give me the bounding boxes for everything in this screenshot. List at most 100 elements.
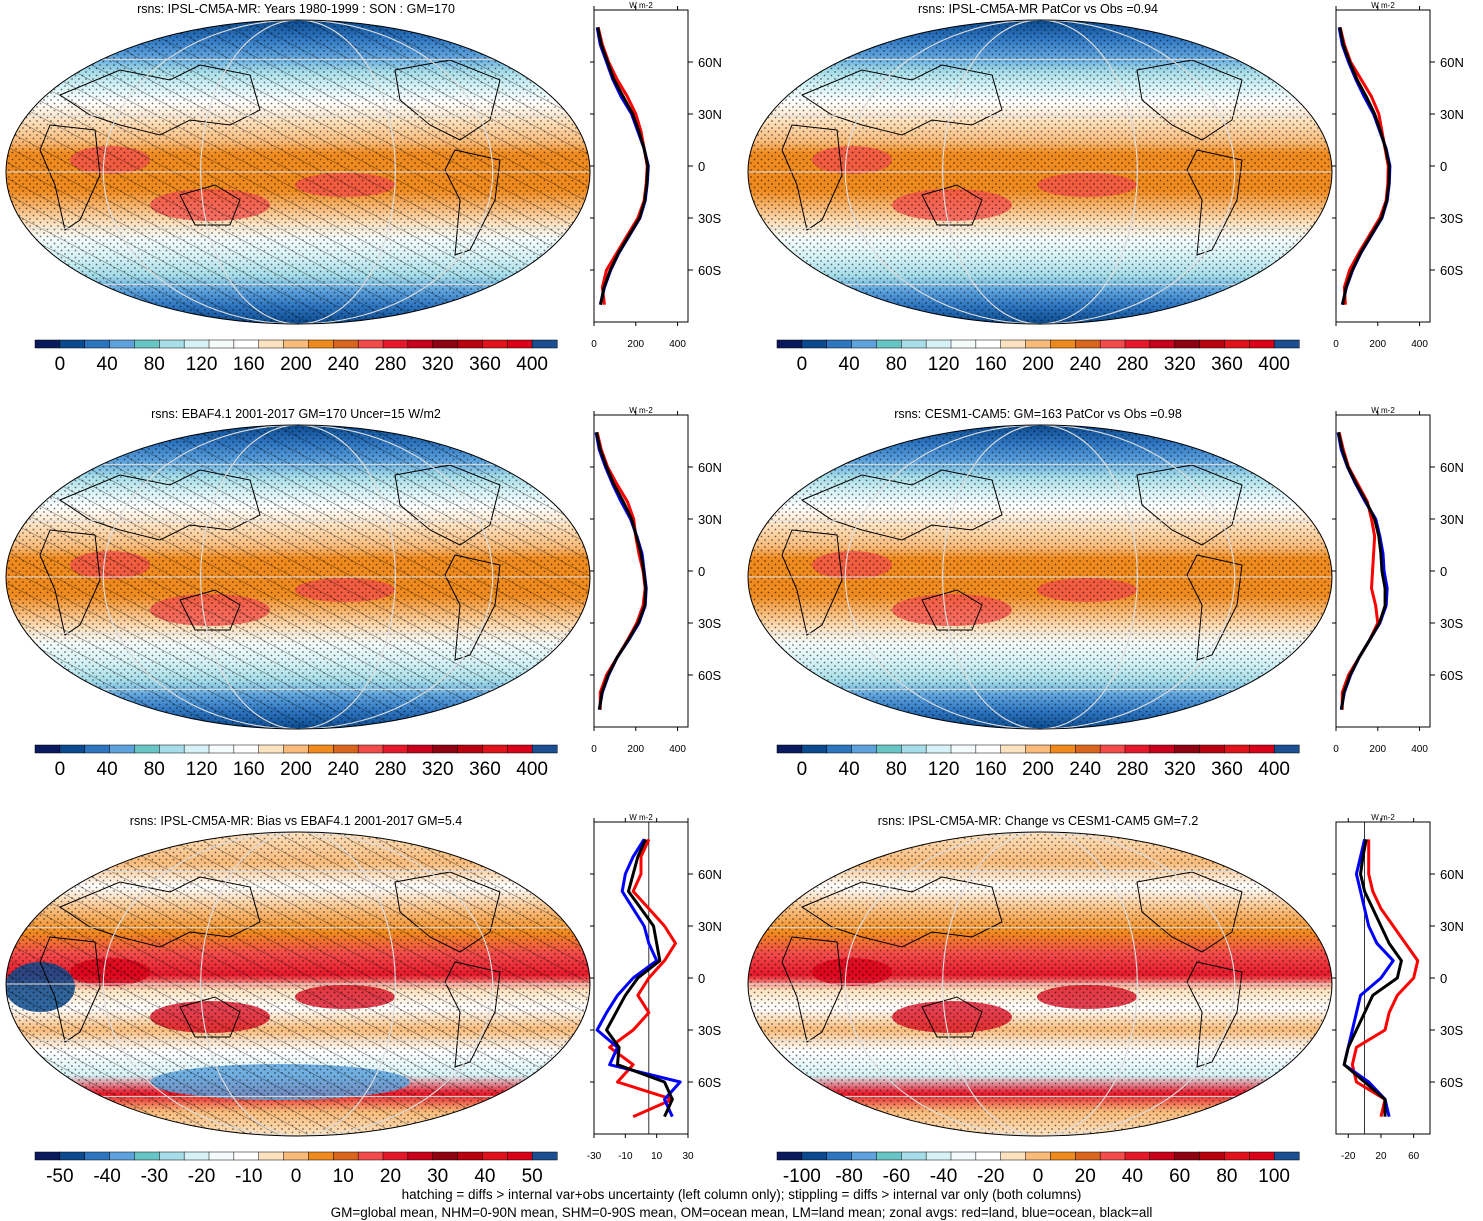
panel-ipsl-son-mean: rsns: IPSL-CM5A-MR: Years 1980-1999 : SO… [0, 0, 741, 400]
colorbar-segment [1249, 339, 1275, 349]
map-border [747, 831, 1333, 1137]
colorbar: 0 40 80 120 160 200 240 280 320 360 400 [34, 339, 558, 375]
zonal-curve-land [596, 26, 649, 305]
value-tick-label: 400 [669, 339, 686, 350]
colorbar-segment [1199, 339, 1225, 349]
colorbar-segment [159, 339, 185, 349]
colorbar-tick-label: 360 [469, 354, 501, 375]
colorbar-segment [233, 744, 260, 754]
colorbar-segment [159, 1151, 185, 1161]
graticule [748, 20, 1332, 324]
zonal-curve-ocean [1336, 432, 1389, 710]
colorbar-tick-label: 0 [55, 759, 66, 780]
colorbar-segment [901, 744, 927, 754]
colorbar-segment [826, 1151, 853, 1161]
colorbar-tick-label: 0 [55, 354, 66, 375]
zonal-unit-label: W m-2 [1371, 406, 1395, 415]
colorbar-segment [59, 339, 86, 349]
colorbar-segment [457, 1151, 483, 1161]
value-tick-label: 400 [669, 744, 686, 755]
colorbar-segment [975, 339, 1002, 349]
colorbar-tick-label: 120 [928, 354, 960, 375]
colorbar-tick-label: 200 [1022, 354, 1054, 375]
colorbar-tick-label: -60 [883, 1166, 910, 1187]
colorbar-tick-label: 200 [280, 354, 312, 375]
colorbar-tick-label: 10 [333, 1166, 354, 1187]
colorbar-segment [109, 744, 135, 754]
colorbar-segment [1124, 744, 1151, 754]
colorbar-tick-label: -50 [46, 1166, 73, 1187]
colorbar-tick-label: 400 [516, 354, 548, 375]
colorbar-segment [507, 1151, 533, 1161]
colorbar-segment [382, 339, 409, 349]
colorbar-segment [1174, 1151, 1201, 1161]
colorbar-segment [1000, 339, 1027, 349]
lat-tick-label: 30S [1440, 211, 1463, 226]
colorbar-segment [1099, 1151, 1126, 1161]
colorbar-segment [1075, 339, 1101, 349]
colorbar-segment [308, 339, 334, 349]
world-map [748, 425, 1332, 729]
colorbar-segment [482, 339, 508, 349]
zonal-curve-land [1338, 26, 1390, 305]
lat-tick-label: 60S [1440, 668, 1463, 683]
colorbar-tick-label: 100 [1258, 1166, 1290, 1187]
colorbar-segment [183, 1151, 210, 1161]
colorbar-segment [776, 744, 803, 754]
colorbar-tick-label: 320 [422, 354, 454, 375]
colorbar-tick-label: -20 [188, 1166, 215, 1187]
map-title: rsns: EBAF4.1 2001-2017 GM=170 Uncer=15 … [151, 407, 441, 421]
colorbar-tick-label: 360 [469, 759, 501, 780]
map-border [5, 831, 591, 1137]
lat-tick-label: 60S [1440, 1075, 1463, 1090]
colorbar-segment [1199, 1151, 1225, 1161]
colorbar-segment [357, 1151, 384, 1161]
panel-graphics: -50 -40 -30 -20 -10 0 10 20 30 40 50 W m-2 60N 30N 0 30… [5, 813, 722, 1187]
colorbar-segment [531, 1151, 558, 1161]
colorbar-segment [84, 1151, 111, 1161]
colorbar-segment [531, 744, 558, 754]
colorbar-segment [1149, 744, 1176, 754]
colorbar-segment [901, 339, 927, 349]
colorbar-tick-label: 80 [886, 354, 907, 375]
colorbar: 0 40 80 120 160 200 240 280 320 360 400 [776, 339, 1300, 375]
colorbar-tick-label: 320 [1164, 759, 1196, 780]
panel-graphics: 0 40 80 120 160 200 240 280 320 360 400 W m-2 60N 30N… [5, 1, 722, 375]
lat-tick-label: 60N [698, 867, 722, 882]
colorbar-segment [507, 339, 533, 349]
zonal-mean-plot: W m-2 60N 30N 0 30S 60S 0 200 400 [1332, 1, 1464, 350]
colorbar-segment [975, 1151, 1002, 1161]
colorbar-tick-label: 160 [233, 759, 265, 780]
colorbar-segment [109, 1151, 135, 1161]
colorbar-tick-label: 240 [1069, 354, 1101, 375]
colorbar-segment [876, 1151, 902, 1161]
colorbar-segment [1174, 339, 1201, 349]
zonal-unit-label: W m-2 [629, 813, 653, 822]
colorbar-segment [950, 1151, 977, 1161]
map-title: rsns: IPSL-CM5A-MR: Bias vs EBAF4.1 2001… [129, 814, 463, 828]
colorbar-segment [531, 339, 558, 349]
colorbar-tick-label: 320 [422, 759, 454, 780]
colorbar-segment [382, 744, 409, 754]
zonal-curve-land [1337, 431, 1380, 710]
zonal-curve-land [595, 431, 647, 710]
colorbar: 0 40 80 120 160 200 240 280 320 360 400 [34, 744, 558, 780]
colorbar-segment [208, 339, 235, 349]
colorbar: -100 -80 -60 -40 -20 0 20 40 60 80 100 [776, 1151, 1300, 1187]
zonal-mean-plot: W m-2 60N 30N 0 30S 60S 0 200 400 [590, 406, 722, 755]
colorbar-segment [801, 1151, 828, 1161]
colorbar-segment [208, 1151, 235, 1161]
colorbar-tick-label: 280 [375, 759, 407, 780]
colorbar-segment [1000, 744, 1027, 754]
colorbar-segment [1075, 1151, 1101, 1161]
colorbar-segment [925, 744, 952, 754]
colorbar-tick-label: 40 [1122, 1166, 1143, 1187]
colorbar-tick-label: 80 [886, 759, 907, 780]
colorbar-segment [84, 339, 111, 349]
lat-tick-label: 30N [1440, 919, 1464, 934]
world-map [6, 425, 590, 729]
colorbar-segment [134, 1151, 160, 1161]
colorbar-tick-label: 360 [1211, 759, 1243, 780]
colorbar: -50 -40 -30 -20 -10 0 10 20 30 40 50 [34, 1151, 558, 1187]
value-tick-label: 20 [1375, 1151, 1387, 1162]
